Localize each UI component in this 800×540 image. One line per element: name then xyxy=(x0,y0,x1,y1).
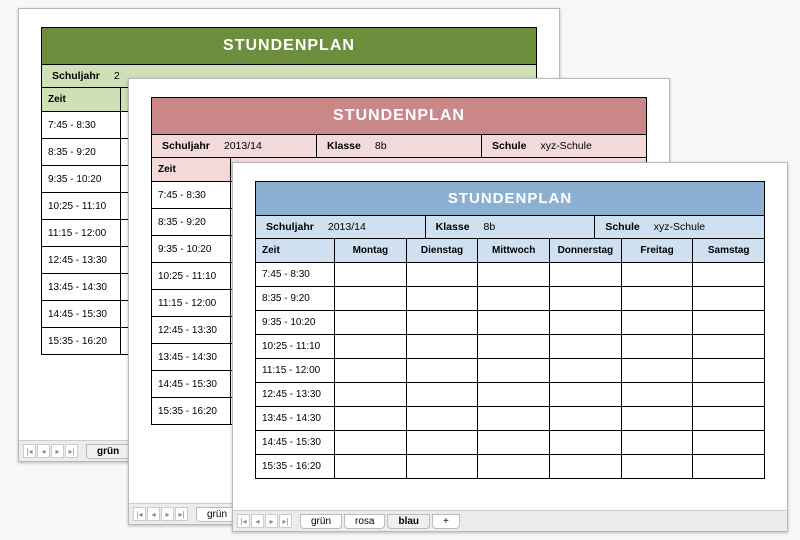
time-cell: 10:25 - 11:10 xyxy=(152,263,231,290)
time-cell: 11:15 - 12:00 xyxy=(152,290,231,317)
time-cell: 15:35 - 16:20 xyxy=(256,455,335,479)
time-cell: 10:25 - 11:10 xyxy=(42,193,121,220)
nav-first-icon[interactable]: |◂ xyxy=(237,514,250,528)
nav-last-icon[interactable]: ▸| xyxy=(175,507,188,521)
time-cell: 12:45 - 13:30 xyxy=(42,247,121,274)
time-cell: 12:45 - 13:30 xyxy=(152,317,231,344)
meta-schuljahr: Schuljahr2013/14 xyxy=(256,216,426,238)
meta-schule: Schulexyz-Schule xyxy=(595,216,764,238)
time-cell: 13:45 - 14:30 xyxy=(42,274,121,301)
day-montag: Montag xyxy=(335,239,407,263)
time-cell: 7:45 - 8:30 xyxy=(152,182,231,209)
meta-pink: Schuljahr2013/14 Klasse8b Schulexyz-Schu… xyxy=(151,135,647,158)
nav-next-icon[interactable]: ▸ xyxy=(265,514,278,528)
sheet-nav: |◂ ◂ ▸ ▸| xyxy=(23,444,78,458)
day-freitag: Freitag xyxy=(622,239,694,263)
meta-blue: Schuljahr2013/14 Klasse8b Schulexyz-Schu… xyxy=(255,216,765,239)
tabbar-blue: |◂ ◂ ▸ ▸| grün rosa blau + xyxy=(233,510,787,531)
time-cell: 11:15 - 12:00 xyxy=(42,220,121,247)
tab-blau[interactable]: blau xyxy=(387,514,430,529)
tab-gruen[interactable]: grün xyxy=(300,514,342,529)
nav-last-icon[interactable]: ▸| xyxy=(65,444,78,458)
time-cell: 14:45 - 15:30 xyxy=(152,371,231,398)
grid-blue: Zeit Montag Dienstag Mittwoch Donnerstag… xyxy=(255,239,765,479)
day-mittwoch: Mittwoch xyxy=(478,239,550,263)
nav-next-icon[interactable]: ▸ xyxy=(161,507,174,521)
time-cell: 15:35 - 16:20 xyxy=(152,398,231,425)
nav-first-icon[interactable]: |◂ xyxy=(23,444,36,458)
sheet-nav: |◂ ◂ ▸ ▸| xyxy=(133,507,188,521)
day-samstag: Samstag xyxy=(693,239,765,263)
zeit-header: Zeit xyxy=(152,158,231,182)
time-cell: 9:35 - 10:20 xyxy=(152,236,231,263)
time-cell: 10:25 - 11:10 xyxy=(256,335,335,359)
day-donnerstag: Donnerstag xyxy=(550,239,622,263)
time-cell: 8:35 - 9:20 xyxy=(42,139,121,166)
meta-klasse: Klasse8b xyxy=(426,216,596,238)
sheet-nav: |◂ ◂ ▸ ▸| xyxy=(237,514,292,528)
tab-rosa[interactable]: rosa xyxy=(344,514,385,529)
tab-add[interactable]: + xyxy=(432,514,460,529)
window-blue: STUNDENPLAN Schuljahr2013/14 Klasse8b Sc… xyxy=(232,162,788,532)
nav-last-icon[interactable]: ▸| xyxy=(279,514,292,528)
time-cell: 14:45 - 15:30 xyxy=(256,431,335,455)
sheet-blue: STUNDENPLAN Schuljahr2013/14 Klasse8b Sc… xyxy=(255,181,765,499)
tab-gruen[interactable]: grün xyxy=(86,444,130,459)
time-cell: 14:45 - 15:30 xyxy=(42,301,121,328)
time-cell: 12:45 - 13:30 xyxy=(256,383,335,407)
title-green: STUNDENPLAN xyxy=(41,27,537,65)
nav-prev-icon[interactable]: ◂ xyxy=(251,514,264,528)
nav-first-icon[interactable]: |◂ xyxy=(133,507,146,521)
title-blue: STUNDENPLAN xyxy=(255,181,765,216)
zeit-header: Zeit xyxy=(256,239,335,263)
time-cell: 8:35 - 9:20 xyxy=(152,209,231,236)
meta-schuljahr: Schuljahr2013/14 xyxy=(152,135,317,157)
time-cell: 7:45 - 8:30 xyxy=(42,112,121,139)
time-cell: 11:15 - 12:00 xyxy=(256,359,335,383)
nav-next-icon[interactable]: ▸ xyxy=(51,444,64,458)
time-cell: 15:35 - 16:20 xyxy=(42,328,121,355)
time-cell: 8:35 - 9:20 xyxy=(256,287,335,311)
zeit-header: Zeit xyxy=(42,88,121,112)
nav-prev-icon[interactable]: ◂ xyxy=(147,507,160,521)
nav-prev-icon[interactable]: ◂ xyxy=(37,444,50,458)
time-cell: 9:35 - 10:20 xyxy=(256,311,335,335)
meta-klasse: Klasse8b xyxy=(317,135,482,157)
title-pink: STUNDENPLAN xyxy=(151,97,647,135)
meta-schule: Schulexyz-Schule xyxy=(482,135,646,157)
time-cell: 13:45 - 14:30 xyxy=(256,407,335,431)
time-cell: 9:35 - 10:20 xyxy=(42,166,121,193)
day-dienstag: Dienstag xyxy=(407,239,479,263)
time-cell: 13:45 - 14:30 xyxy=(152,344,231,371)
time-cell: 7:45 - 8:30 xyxy=(256,263,335,287)
